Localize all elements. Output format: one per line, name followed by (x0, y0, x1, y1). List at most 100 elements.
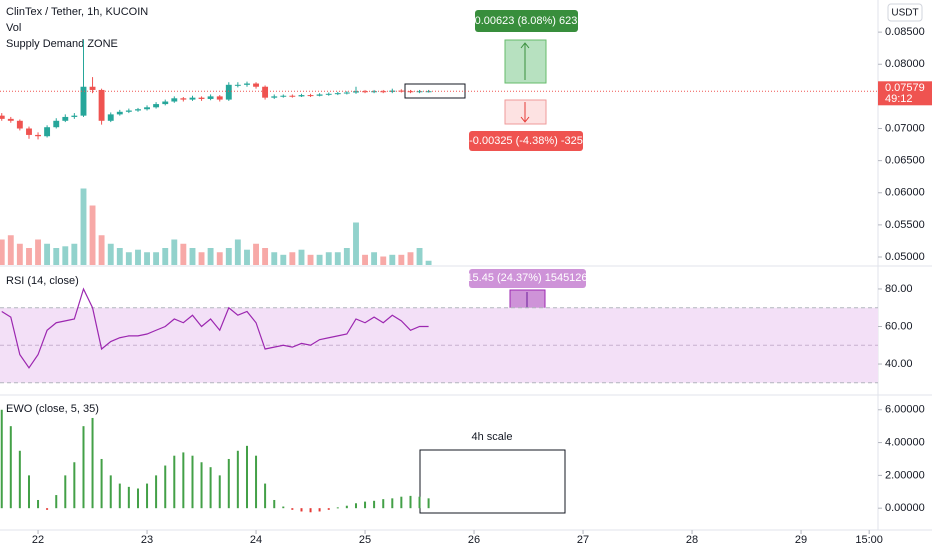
volume-bar (0, 239, 5, 265)
candle-body (171, 98, 178, 102)
candle-body (343, 92, 350, 94)
volume-bar (334, 252, 341, 265)
rsi-label-box (469, 269, 586, 288)
ewo-bar (46, 508, 49, 510)
ewo-bar (245, 445, 248, 509)
candle-body (80, 86, 87, 116)
candle-body (16, 120, 23, 129)
ewo-bar (18, 450, 21, 509)
ewo-bar (55, 495, 58, 509)
candle-body (125, 110, 132, 112)
volume-bar (207, 248, 214, 265)
ewo-bar (191, 455, 194, 509)
x-tick-label: 26 (468, 534, 480, 546)
legend-entry: Supply Demand ZONE (6, 38, 118, 50)
ewo-bar (200, 462, 203, 509)
volume-bar (80, 188, 87, 265)
volume-bar (89, 205, 96, 265)
candle-body (380, 91, 387, 93)
ewo-bar (27, 475, 30, 509)
x-tick-label: 23 (141, 534, 153, 546)
candle-body (116, 111, 123, 115)
candle-body (107, 114, 114, 121)
candle-body (271, 96, 278, 98)
ewo-bar (409, 495, 412, 509)
ewo-bar (82, 426, 85, 509)
volume-bar (244, 249, 250, 265)
volume-bar (271, 252, 278, 265)
ewo-bar (218, 475, 221, 509)
volume-bar (416, 248, 423, 265)
candle-body (7, 118, 14, 121)
ewo-bar (391, 498, 394, 509)
volume-bar (107, 243, 114, 265)
ewo-bar (227, 458, 230, 509)
candle-body (234, 84, 241, 86)
volume-bar (389, 254, 396, 265)
ewo-bar (373, 500, 376, 509)
volume-bar (162, 248, 169, 265)
y-tick-label: 80.00 (885, 283, 913, 295)
volume-bar (216, 252, 223, 265)
volume-bar (125, 252, 132, 265)
ewo-bar (255, 455, 258, 509)
ewo-bar (127, 486, 130, 509)
volume-bar (234, 239, 241, 265)
short-label-box (469, 131, 583, 151)
volume-bar (44, 243, 51, 265)
y-tick-label: 2.00000 (885, 469, 925, 481)
volume-bar (180, 243, 187, 265)
volume-bar (316, 254, 323, 265)
candle-body (325, 93, 332, 95)
y-tick-label: 6.00000 (885, 404, 925, 416)
candle-body (407, 91, 414, 93)
ewo-bar (9, 426, 12, 509)
volume-bar (380, 256, 387, 265)
ewo-bar (418, 496, 421, 509)
volume-bar (189, 248, 196, 265)
ewo-bar (37, 499, 40, 509)
candle-body (53, 120, 60, 128)
indicator-name: RSI (14, close) (6, 275, 79, 287)
ewo-bar (91, 417, 94, 509)
indicator-name: EWO (close, 5, 35) (6, 403, 99, 415)
last-price: 0.07579 (885, 82, 925, 94)
candle-body (398, 90, 405, 92)
volume-bar (116, 248, 123, 265)
volume-bar (307, 254, 314, 265)
long-label: 0.00623 (8.08%) 623 (475, 15, 578, 27)
ewo-bar (73, 462, 76, 509)
y-tick-label: 0.08500 (885, 26, 925, 38)
note-text: 4h scale (472, 431, 513, 443)
currency-button[interactable] (887, 3, 923, 22)
candle-body (189, 97, 196, 100)
candle-body (244, 83, 250, 85)
volume-bar (289, 252, 296, 265)
candle-body (71, 115, 78, 117)
currency-label[interactable]: USDT (891, 8, 918, 19)
volume-bar (198, 252, 205, 265)
ewo-bar (164, 465, 167, 509)
ewo-bar (309, 508, 312, 513)
x-tick-label: 22 (32, 534, 44, 546)
candle-body (162, 101, 169, 105)
candle-body (316, 94, 323, 96)
candle-body (216, 96, 223, 100)
volume-bar (26, 248, 32, 265)
x-tick-label: 29 (795, 534, 807, 546)
candle-body (89, 86, 96, 90)
ewo-bar (345, 505, 348, 509)
volume-bar (225, 248, 232, 265)
volume-bar (253, 243, 259, 265)
y-tick-label: 0.07000 (885, 122, 925, 134)
candle-body (26, 128, 32, 135)
ewo-bar (273, 499, 276, 509)
candle-body (253, 83, 259, 87)
candle-body (371, 91, 378, 93)
candle-body (144, 107, 150, 110)
ewo-bar (291, 508, 294, 510)
short-label: -0.00325 (-4.38%) -325 (469, 135, 583, 147)
volume-bar (362, 254, 368, 265)
candle-body (62, 116, 69, 121)
y-tick-label: 0.06500 (885, 155, 925, 167)
